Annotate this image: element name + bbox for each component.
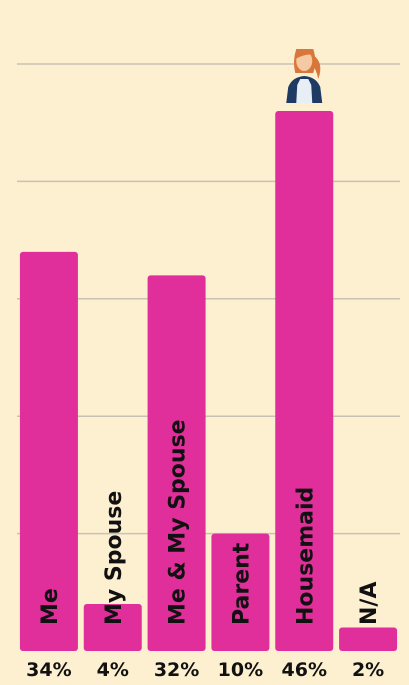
bar-housemaid	[275, 110, 334, 651]
category-labels: Me My Spouse Me & My Spouse Parent Housemaid…	[38, 419, 382, 625]
category-label: Housemaid	[293, 487, 318, 625]
category-label: N/A	[357, 582, 382, 625]
value-labels: 34% 4% 32% 10% 46% 2%	[26, 659, 384, 681]
bars	[19, 110, 398, 651]
category-label: Me & My Spouse	[166, 419, 191, 625]
value-label: 46%	[282, 659, 327, 681]
category-label: My Spouse	[102, 491, 127, 625]
bar-my-spouse	[83, 604, 142, 651]
housemaid-icon	[286, 48, 323, 103]
gridlines	[17, 63, 400, 535]
category-label: Parent	[229, 542, 254, 625]
value-label: 2%	[352, 659, 384, 681]
bar-parent	[211, 533, 270, 651]
value-label: 10%	[218, 659, 263, 681]
bar-me	[19, 251, 78, 651]
value-label: 4%	[97, 659, 129, 681]
value-label: 32%	[154, 659, 199, 681]
bar-me-my-spouse	[147, 275, 206, 651]
category-label: Me	[38, 588, 63, 625]
value-label: 34%	[26, 659, 71, 681]
bar-n-a	[339, 627, 398, 651]
